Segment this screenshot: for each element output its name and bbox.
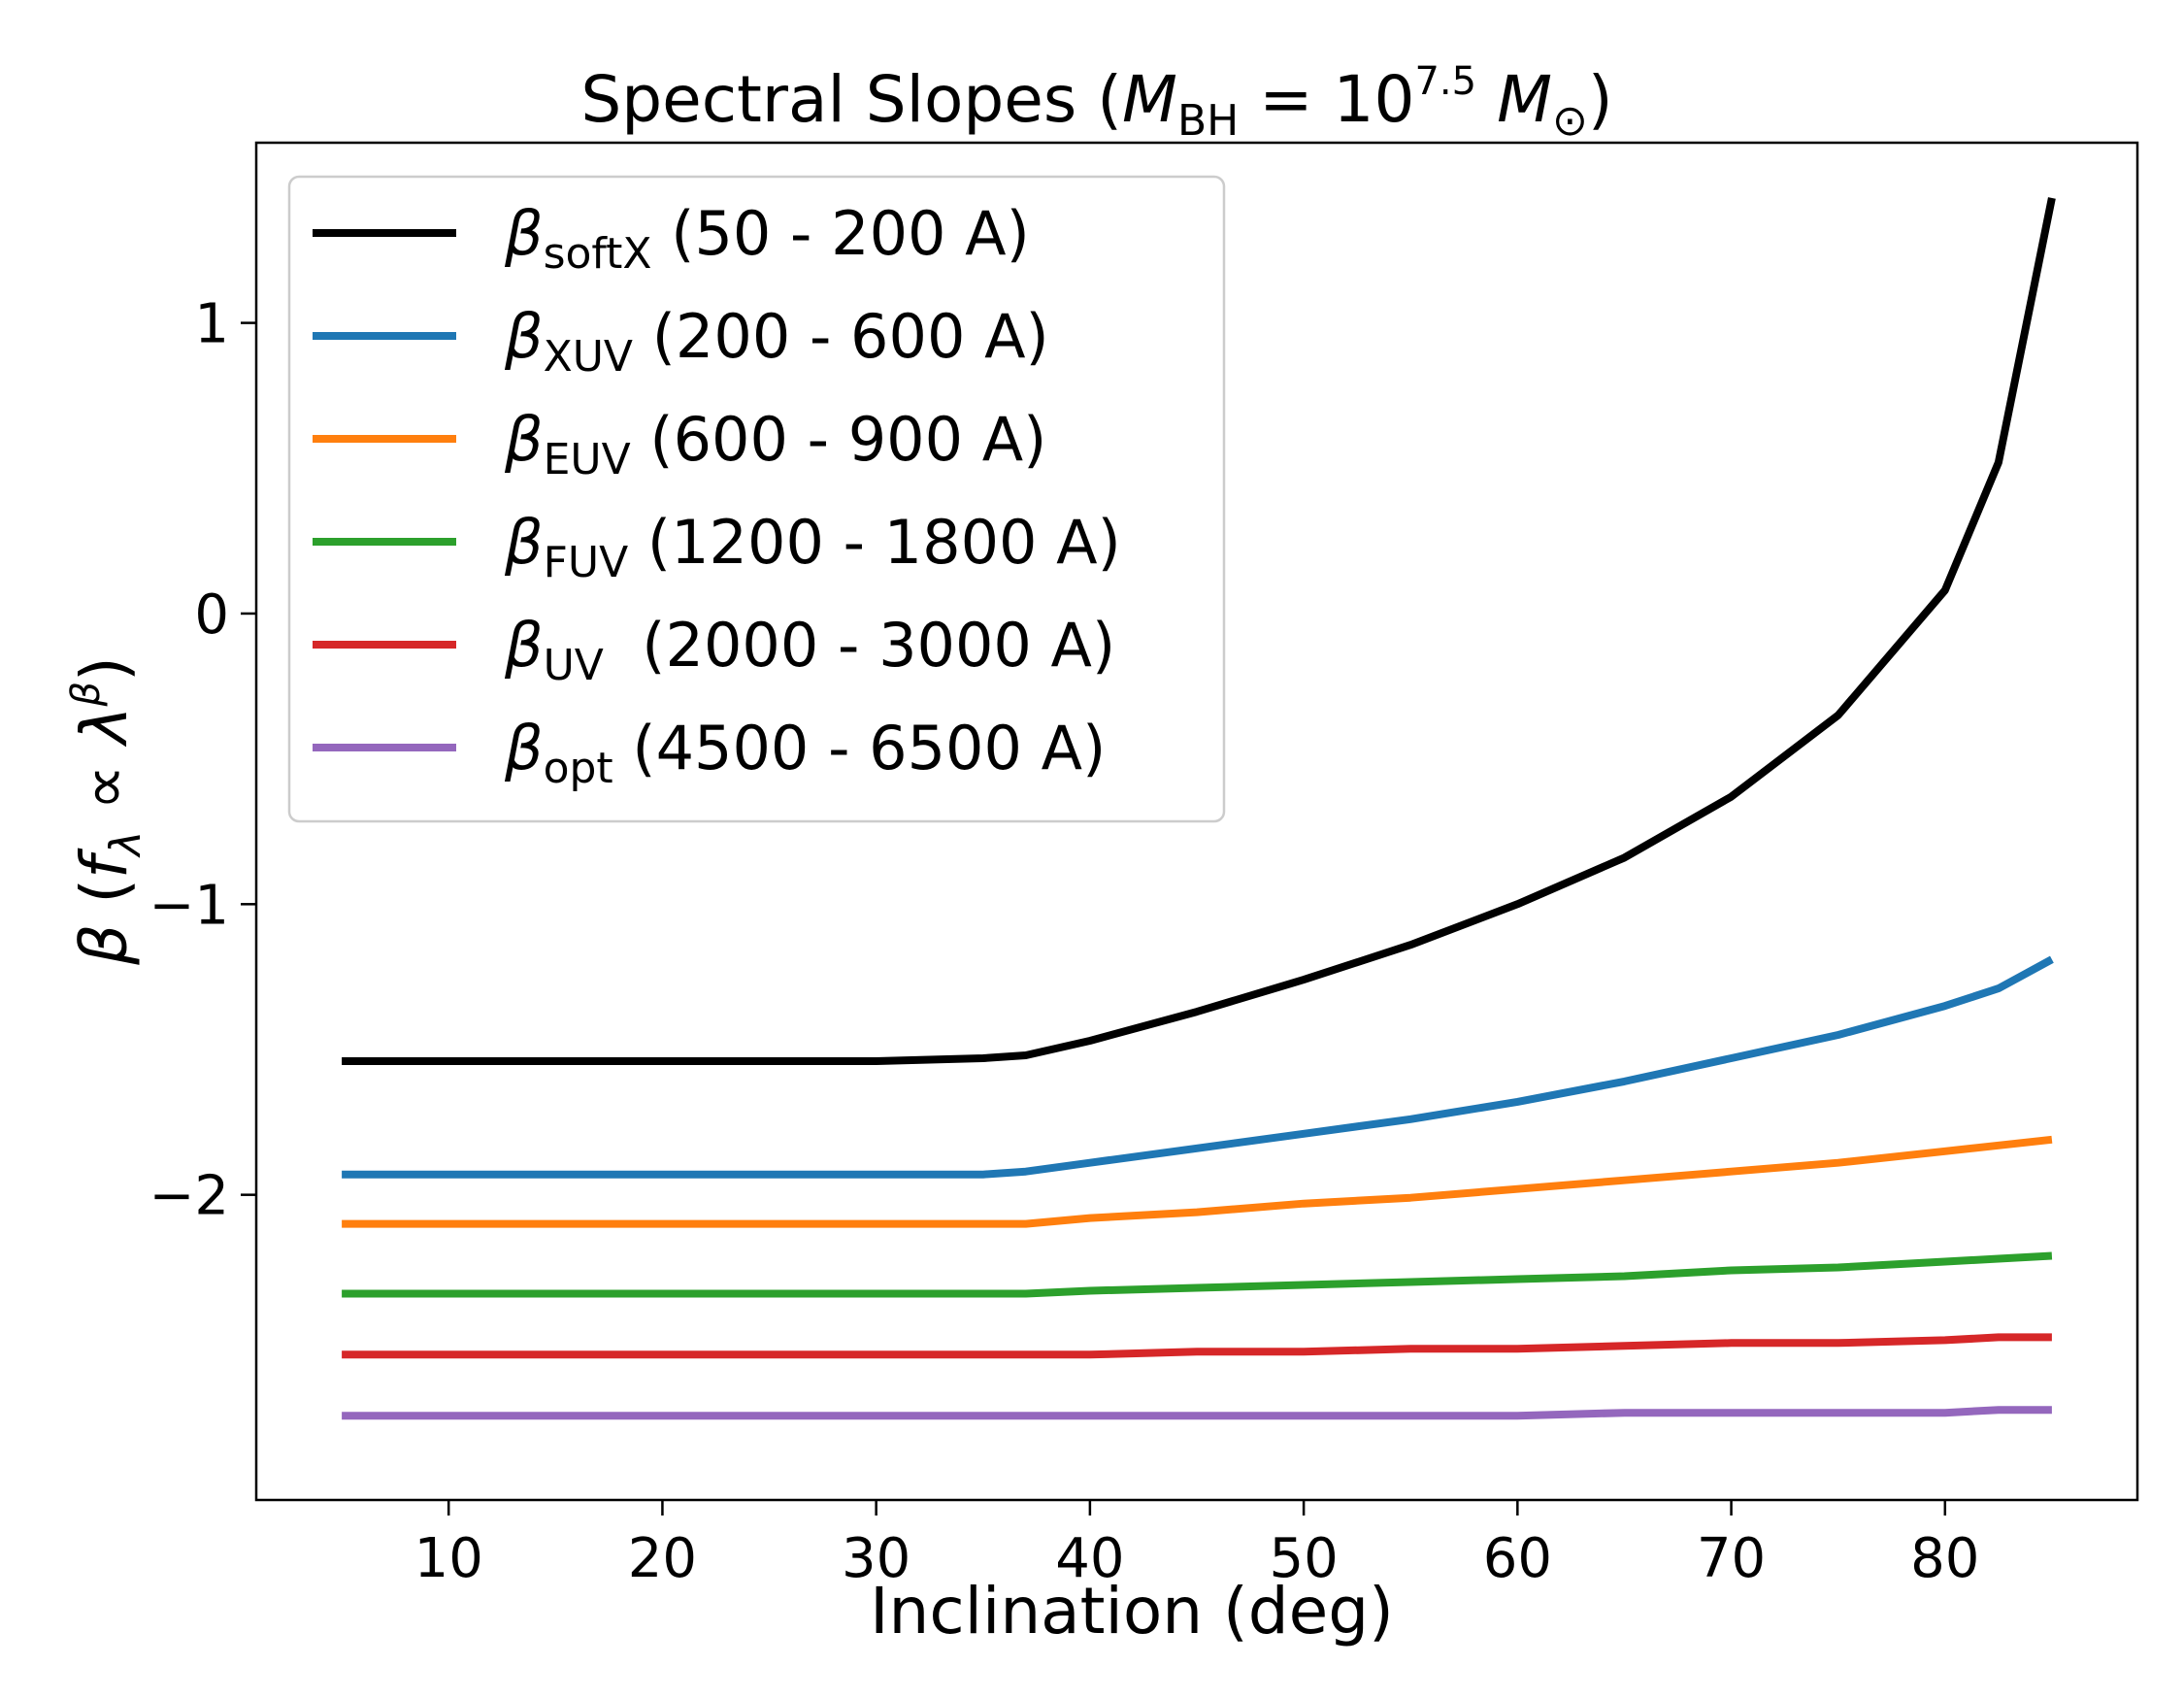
y-tick-label-2: −1 <box>149 874 229 937</box>
x-axis-label: Inclination (deg) <box>870 1574 1394 1649</box>
legend-entry-FUV: βFUV (1200 - 1800 A) <box>313 507 1121 587</box>
x-tick-label-30: 30 <box>842 1527 910 1590</box>
series-line-XUV <box>342 955 2054 1179</box>
legend-label-softX: βsoftX (50 - 200 A) <box>504 198 1030 279</box>
legend-label-FUV: βFUV (1200 - 1800 A) <box>504 507 1121 587</box>
series-line-opt <box>342 1406 2052 1420</box>
legend-label-UV: βUV (2000 - 3000 A) <box>504 610 1115 690</box>
x-tick-label-80: 80 <box>1910 1527 1979 1590</box>
y-ticks: 1 0 −1 −2 <box>149 293 256 1228</box>
y-axis-label: β (fλ ∝ λβ) <box>64 656 150 966</box>
plot-frame <box>254 141 2139 1502</box>
y-tick-label-1: 0 <box>194 583 229 647</box>
legend-entries: βsoftX (50 - 200 A) βXUV (200 - 600 A) βEU… <box>313 198 1121 793</box>
legend-box <box>287 175 1226 823</box>
series-lines <box>342 197 2056 1420</box>
legend-label-EUV: βEUV (600 - 900 A) <box>504 404 1046 484</box>
x-tick-label-60: 60 <box>1483 1527 1552 1590</box>
chart-title: Spectral Slopes (MBH = 107.5 M⊙) <box>580 59 1612 146</box>
y-tick-label-0: 1 <box>194 293 229 356</box>
legend-entry-EUV: βEUV (600 - 900 A) <box>313 404 1046 484</box>
x-ticks: 10 20 30 40 50 60 70 80 <box>414 1500 1979 1590</box>
legend-entry-softX: βsoftX (50 - 200 A) <box>313 198 1030 279</box>
legend-label-opt: βopt (4500 - 6500 A) <box>504 713 1106 793</box>
x-tick-label-10: 10 <box>414 1527 483 1590</box>
x-tick-label-40: 40 <box>1055 1527 1124 1590</box>
series-line-softX <box>342 197 2056 1065</box>
legend-entry-UV: βUV (2000 - 3000 A) <box>313 610 1115 690</box>
legend-entry-opt: βopt (4500 - 6500 A) <box>313 713 1106 793</box>
series-line-UV <box>342 1333 2052 1359</box>
y-tick-label-3: −2 <box>149 1165 229 1228</box>
series-line-EUV <box>342 1135 2053 1228</box>
x-tick-label-20: 20 <box>628 1527 697 1590</box>
legend-entry-XUV: βXUV (200 - 600 A) <box>313 301 1049 382</box>
series-line-FUV <box>342 1251 2053 1298</box>
legend-label-XUV: βXUV (200 - 600 A) <box>504 301 1049 382</box>
x-tick-label-50: 50 <box>1269 1527 1338 1590</box>
x-tick-label-70: 70 <box>1697 1527 1766 1590</box>
legend: βsoftX (50 - 200 A) βXUV (200 - 600 A) βEU… <box>287 175 1226 823</box>
